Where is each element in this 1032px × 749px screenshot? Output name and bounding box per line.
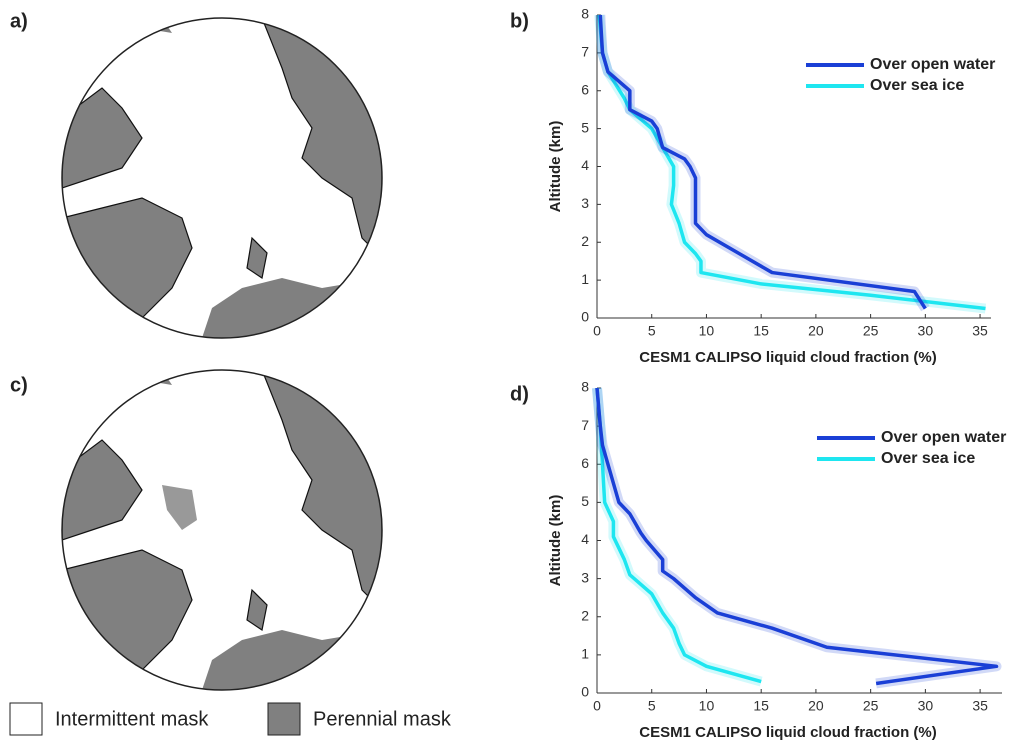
legend-swatch: [267, 702, 301, 736]
x-tick-label: 35: [972, 323, 988, 339]
x-tick-label: 0: [593, 323, 601, 339]
map-c: [61, 369, 383, 691]
y-axis-label: Altitude (km): [547, 121, 564, 213]
y-tick-label: 1: [581, 646, 589, 662]
panel-label: b): [510, 10, 529, 32]
x-tick-label: 20: [808, 323, 824, 339]
y-tick-label: 2: [581, 607, 589, 623]
y-axis-label: Altitude (km): [547, 495, 564, 587]
y-tick-label: 5: [581, 493, 589, 509]
y-tick-label: 7: [581, 44, 589, 60]
y-tick-label: 4: [581, 157, 589, 173]
series-line: [597, 14, 986, 311]
uncertainty-band: [592, 387, 763, 687]
x-tick-label: 30: [918, 698, 934, 714]
legend-label: Over sea ice: [870, 77, 964, 94]
y-tick-label: 8: [581, 379, 589, 395]
y-tick-label: 6: [581, 81, 589, 97]
y-tick-label: 0: [581, 684, 589, 700]
x-axis-label: CESM1 CALIPSO liquid cloud fraction (%): [639, 724, 937, 741]
series-line: [595, 387, 999, 686]
legend-label: Over open water: [881, 429, 1006, 446]
y-tick-label: 7: [581, 417, 589, 433]
legend-label: Intermittent mask: [55, 708, 209, 730]
y-tick-label: 8: [581, 6, 589, 22]
x-tick-label: 30: [918, 323, 934, 339]
x-axis-label: CESM1 CALIPSO liquid cloud fraction (%): [639, 349, 937, 366]
x-tick-label: 0: [593, 698, 601, 714]
legend-label: Over open water: [870, 56, 995, 73]
panel-label: a): [10, 10, 28, 32]
y-tick-label: 2: [581, 233, 589, 249]
x-tick-label: 25: [863, 323, 879, 339]
y-tick-label: 4: [581, 531, 589, 547]
panel-label: d): [510, 383, 529, 405]
x-tick-label: 10: [699, 698, 715, 714]
x-tick-label: 10: [699, 323, 715, 339]
legend-label: Perennial mask: [313, 708, 452, 730]
y-tick-label: 1: [581, 271, 589, 287]
x-tick-label: 35: [972, 698, 988, 714]
x-tick-label: 25: [863, 698, 879, 714]
x-tick-label: 15: [753, 323, 769, 339]
y-tick-label: 3: [581, 569, 589, 585]
y-tick-label: 6: [581, 455, 589, 471]
y-tick-label: 5: [581, 119, 589, 135]
y-tick-label: 0: [581, 309, 589, 325]
map-a: [61, 17, 383, 339]
legend-swatch: [9, 702, 43, 736]
x-tick-label: 5: [648, 698, 656, 714]
x-tick-label: 20: [808, 698, 824, 714]
legend-label: Over sea ice: [881, 450, 975, 467]
series-line: [595, 387, 762, 684]
x-tick-label: 15: [753, 698, 769, 714]
panel-label: c): [10, 374, 28, 396]
y-tick-label: 3: [581, 195, 589, 211]
x-tick-label: 5: [648, 323, 656, 339]
series-line: [598, 14, 927, 310]
